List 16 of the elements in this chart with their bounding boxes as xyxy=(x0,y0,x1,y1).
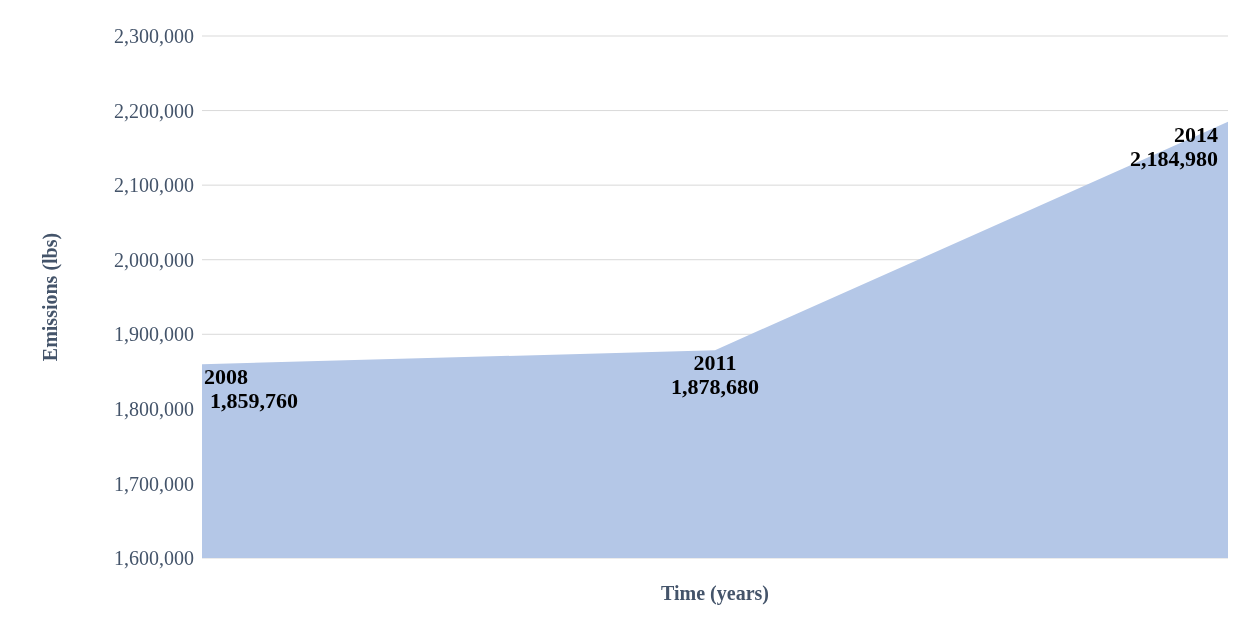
y-tick-label: 1,700,000 xyxy=(114,472,194,495)
x-tick-label: 2008 xyxy=(204,364,248,390)
data-label: 2,184,980 xyxy=(1130,145,1218,171)
y-tick-label: 2,300,000 xyxy=(114,25,194,48)
y-tick-label: 2,200,000 xyxy=(114,99,194,122)
y-tick-label: 2,000,000 xyxy=(114,248,194,271)
x-tick-label: 2011 xyxy=(693,350,737,376)
data-label: 1,878,680 xyxy=(671,374,759,400)
x-tick-label: 2014 xyxy=(1174,121,1218,147)
y-tick-label: 1,900,000 xyxy=(114,323,194,346)
y-tick-label: 2,100,000 xyxy=(114,174,194,197)
y-tick-label: 1,600,000 xyxy=(114,547,194,570)
y-axis-title: Emissions (lbs) xyxy=(39,232,63,362)
data-label: 1,859,760 xyxy=(210,388,298,414)
x-axis-title: Time (years) xyxy=(661,582,769,605)
y-tick-label: 1,800,000 xyxy=(114,397,194,420)
